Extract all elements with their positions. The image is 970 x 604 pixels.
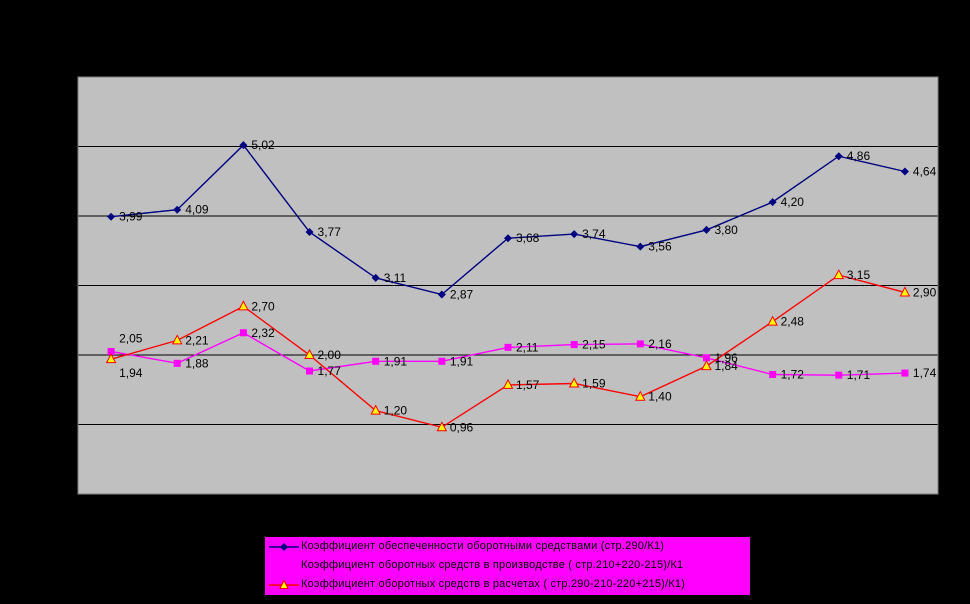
data-label: 1,91 — [450, 354, 474, 368]
data-label: 3,80 — [714, 223, 738, 237]
legend-swatch-series-1 — [269, 543, 299, 551]
data-label: 1,71 — [847, 368, 871, 382]
data-label: 1,57 — [516, 378, 540, 392]
data-label: 4,09 — [185, 203, 209, 217]
data-label: 1,72 — [781, 367, 805, 381]
series-2-point — [835, 371, 843, 379]
series-3-point — [767, 315, 778, 326]
series-2-point — [636, 340, 644, 348]
legend-swatch-series-3 — [269, 579, 299, 589]
data-label: 1,96 — [714, 351, 738, 365]
data-label: 3,77 — [318, 225, 342, 239]
legend-item-series-2: Коэффициент оборотных средств в производ… — [265, 557, 752, 575]
data-label: 2,00 — [318, 348, 342, 362]
series-1-point — [305, 227, 314, 236]
series-1-point — [702, 225, 711, 234]
series-3-point — [634, 390, 646, 401]
data-label: 1,74 — [913, 366, 937, 380]
data-label: 1,20 — [384, 404, 408, 418]
series-2-point — [504, 343, 512, 351]
data-label: 3,15 — [847, 268, 871, 282]
data-label: 3,99 — [119, 210, 143, 224]
data-label: 2,05 — [119, 332, 143, 346]
data-label: 4,86 — [847, 149, 871, 163]
data-label: 1,88 — [185, 356, 209, 370]
legend-label-series-3: Коэффициент оборотных средств в расчетах… — [301, 578, 686, 590]
series-3-point — [502, 378, 514, 389]
legend: Коэффициент обеспеченности оборотными ср… — [264, 536, 751, 596]
series-1-point — [437, 290, 446, 299]
data-label: 1,59 — [582, 376, 606, 390]
series-2-point — [570, 341, 578, 349]
series-2-point — [239, 329, 247, 337]
data-labels: 3,99 4,09 5,02 3,77 3,11 2,87 3,68 3,74 3,56 3,80… — [119, 138, 937, 434]
data-label: 1,77 — [318, 364, 342, 378]
series-3-point — [105, 353, 117, 364]
data-label: 0,96 — [450, 420, 474, 434]
series-1-point — [636, 242, 645, 251]
series-3-point — [899, 286, 911, 297]
legend-label-series-2: Коэффициент оборотных средств в производ… — [301, 559, 684, 571]
series-1-point — [504, 234, 512, 243]
data-label: 2,21 — [185, 333, 209, 347]
data-label: 3,68 — [516, 231, 540, 245]
series-1-point — [239, 141, 248, 150]
series-2-point — [901, 369, 909, 377]
data-label: 2,48 — [781, 315, 805, 329]
data-label: 2,11 — [516, 340, 539, 354]
legend-swatch-series-2 — [269, 562, 299, 570]
data-label: 4,20 — [781, 195, 805, 209]
series-2-point — [438, 357, 446, 365]
data-label: 3,11 — [384, 271, 407, 285]
data-label: 3,74 — [582, 227, 606, 241]
series-1-point — [900, 167, 909, 176]
plot-area-border — [77, 76, 939, 495]
data-label: 4,64 — [913, 165, 937, 179]
legend-item-series-1: Коэффициент обеспеченности оборотными ср… — [265, 538, 752, 556]
series-2-point — [306, 367, 314, 375]
data-label: 1,94 — [119, 366, 143, 380]
series-1-point — [371, 273, 380, 282]
series-3-point — [238, 300, 249, 311]
data-label: 2,15 — [582, 338, 606, 352]
series-3-point — [370, 404, 382, 415]
series-1-point — [768, 198, 777, 207]
series-3-point — [436, 421, 448, 432]
gridlines — [78, 146, 938, 425]
series-2-point — [107, 348, 115, 356]
series-3-point — [568, 377, 580, 388]
legend-label-series-1: Коэффициент обеспеченности оборотными ср… — [301, 540, 665, 552]
series-1-point — [834, 152, 843, 161]
data-label: 2,87 — [450, 288, 474, 302]
data-label: 2,16 — [648, 337, 672, 351]
data-label: 1,84 — [714, 359, 738, 373]
data-label: 2,90 — [913, 285, 937, 299]
data-label: 3,56 — [648, 240, 672, 254]
data-label: 1,91 — [384, 354, 408, 368]
series-2-point — [769, 370, 777, 378]
series-3-point — [304, 348, 315, 359]
data-label: 1,40 — [648, 390, 672, 404]
series-2-point — [702, 354, 710, 362]
series-3-point — [833, 269, 845, 280]
series-3-point — [701, 360, 712, 371]
series-markers — [105, 141, 911, 432]
series-1-point — [173, 205, 182, 214]
data-label: 5,02 — [251, 138, 275, 152]
legend-item-series-3: Коэффициент оборотных средств в расчетах… — [265, 576, 752, 594]
series-1-point — [570, 230, 579, 239]
series-2-point — [372, 357, 380, 365]
series-3-point — [171, 334, 183, 345]
series-1-point — [107, 212, 116, 221]
data-label: 2,32 — [251, 326, 275, 340]
data-label: 2,70 — [251, 299, 275, 313]
series-2-point — [173, 359, 181, 367]
